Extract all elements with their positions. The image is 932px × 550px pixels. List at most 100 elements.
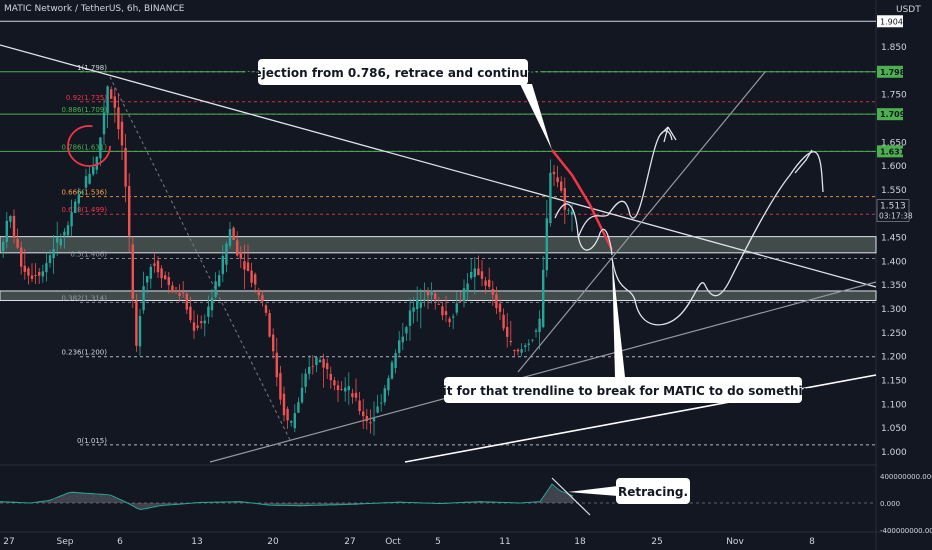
drawn-arrow-alternative <box>794 149 813 174</box>
candle-body <box>117 107 120 130</box>
candle-body <box>41 271 44 277</box>
candle-body <box>106 86 109 114</box>
candle-body <box>34 275 37 277</box>
candle-body <box>99 137 102 159</box>
price-tick-label: 1.250 <box>881 329 907 339</box>
osc-tick-label: -400000000.000 <box>880 527 932 535</box>
candle-body <box>63 231 66 236</box>
price-tick-label: 1.100 <box>881 400 907 410</box>
price-tick-label: 1.750 <box>881 91 907 101</box>
candle-body <box>477 268 480 276</box>
candle-body <box>419 302 422 308</box>
time-tick-label: 8 <box>809 537 815 547</box>
callout-pointer <box>520 84 552 150</box>
candle-body <box>491 288 494 295</box>
candle-body <box>527 343 530 345</box>
level-badge-text: 1.631 <box>880 147 906 156</box>
candle-body <box>23 265 26 272</box>
candle-body <box>437 304 440 305</box>
candle-body <box>189 306 192 320</box>
candle-body <box>556 177 559 183</box>
candle-body <box>369 422 372 424</box>
candle-body <box>470 271 473 278</box>
candle-body <box>167 277 170 285</box>
drawn-arrow-bullish <box>663 126 677 143</box>
osc-tick-label: 400000000.000 <box>880 473 932 481</box>
candle-body <box>200 321 203 323</box>
candle-body <box>210 297 214 311</box>
current-price-text: 1.513 <box>880 202 906 212</box>
time-tick-label: 27 <box>3 537 14 547</box>
candle-body <box>351 393 354 398</box>
candle-body <box>495 294 498 309</box>
candle-body <box>426 290 430 296</box>
candle-body <box>264 305 268 313</box>
callout-text-rejection: Rejection from 0.786, retrace and contin… <box>244 66 541 80</box>
candle-body <box>207 306 210 317</box>
candle-body <box>290 420 293 423</box>
candle-body <box>45 263 48 273</box>
candle-body <box>27 268 30 276</box>
candle-body <box>484 280 487 286</box>
candle-body <box>304 373 307 387</box>
time-tick-label: Sep <box>57 537 74 547</box>
level-badge <box>877 108 903 121</box>
candle-body <box>300 387 304 403</box>
candle-body <box>434 293 437 299</box>
candle-body <box>412 307 415 312</box>
time-tick-label: 18 <box>574 537 586 547</box>
time-tick-label: Nov <box>726 537 744 547</box>
candle-body <box>182 292 185 294</box>
fib-level-label: 0.236(1.200) <box>61 349 107 357</box>
callout-box-retracing <box>616 478 690 504</box>
candle-body <box>552 171 556 175</box>
fib-level-label: 0.92(1.735) <box>66 94 107 102</box>
candle-body <box>376 406 379 413</box>
rejection-path-red <box>551 149 614 251</box>
descending-trendline <box>0 44 877 288</box>
price-tick-label: 1.550 <box>881 186 907 196</box>
candle-body <box>272 334 275 352</box>
candle-body <box>347 386 350 391</box>
price-tick-label: 1.600 <box>881 162 907 172</box>
candle-body <box>275 352 278 378</box>
candle-body <box>516 349 520 352</box>
osc-trendline <box>551 477 591 516</box>
candle-body <box>322 358 325 368</box>
candle-body <box>354 392 358 398</box>
candle-body <box>5 220 8 243</box>
drawn-path-retrace <box>554 203 613 256</box>
level-badge <box>877 145 903 158</box>
candle-body <box>480 271 484 279</box>
candle-body <box>153 263 156 266</box>
candle-body <box>538 318 541 332</box>
callout-pointer <box>612 258 625 377</box>
osc-tick-label: 0.000 <box>880 500 900 508</box>
candle-body <box>81 191 84 194</box>
price-tick-label: 1.150 <box>881 377 907 387</box>
candle-body <box>174 287 178 289</box>
candle-body <box>282 393 286 416</box>
candle-body <box>156 260 160 273</box>
candle-body <box>455 303 458 313</box>
candle-body <box>84 176 88 188</box>
fib-level-label: 0.5(1.406) <box>70 251 107 259</box>
candle-body <box>344 387 347 392</box>
candle-body <box>441 306 444 316</box>
candle-body <box>520 349 523 353</box>
candle-body <box>423 299 426 301</box>
candle-body <box>56 237 59 243</box>
candle-body <box>488 279 491 287</box>
steep-trendline <box>517 71 766 373</box>
candle-body <box>110 89 113 99</box>
candle-body <box>95 156 98 170</box>
fib-level-label: 1(1.798) <box>77 64 107 72</box>
candle-body <box>380 402 383 404</box>
candle-body <box>16 239 19 248</box>
price-tick-label: 1.000 <box>881 448 907 458</box>
candle-body <box>232 227 235 241</box>
price-tick-label: 1.850 <box>881 43 907 53</box>
candle-body <box>164 275 167 280</box>
